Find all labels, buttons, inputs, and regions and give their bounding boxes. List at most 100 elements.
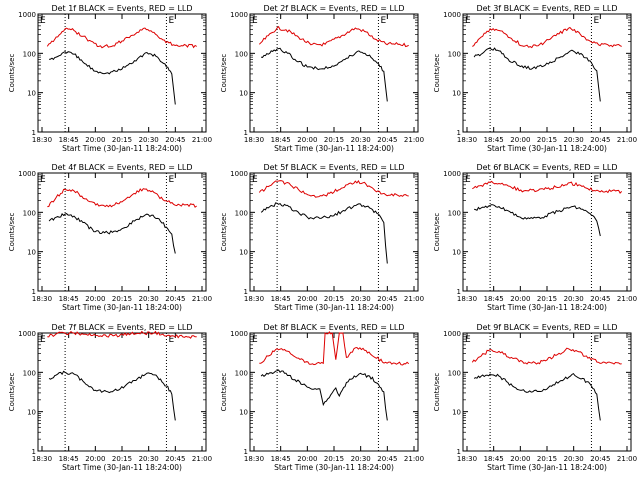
y-tick-label: 1 <box>457 129 461 137</box>
series-events-line <box>260 369 388 421</box>
x-axis-label: Start Time (30-Jan-11 18:24:00) <box>274 144 394 153</box>
x-tick-label: 20:30 <box>351 455 371 463</box>
x-axis-label: Start Time (30-Jan-11 18:24:00) <box>62 144 182 153</box>
y-tick-label: 1 <box>457 448 461 456</box>
x-tick-label: 20:45 <box>590 295 610 303</box>
x-tick-label: 18:45 <box>59 455 79 463</box>
x-axis-label: Start Time (30-Jan-11 18:24:00) <box>487 303 607 312</box>
y-tick-label: 10 <box>452 90 461 98</box>
series-events-line <box>48 213 176 254</box>
x-axis-label: Start Time (30-Jan-11 18:24:00) <box>274 303 394 312</box>
y-tick-label: 1000 <box>230 330 248 338</box>
e-marker-right: E <box>168 335 174 345</box>
e-marker-left: E <box>465 335 471 345</box>
x-tick-label: 18:45 <box>271 455 291 463</box>
y-axis-label: Counts/sec <box>8 54 16 93</box>
e-marker-left: E <box>40 335 46 345</box>
x-tick-label: 18:45 <box>484 136 504 144</box>
x-tick-label: 18:30 <box>32 295 52 303</box>
panel-det-3: Det 3f BLACK = Events, RED = LLD E E 1 10 100… <box>433 4 637 153</box>
x-tick-label: 20:30 <box>139 455 159 463</box>
x-tick-label: 20:00 <box>297 295 317 303</box>
y-tick-label: 10 <box>27 249 36 257</box>
x-tick-label: 20:45 <box>165 455 185 463</box>
y-tick-label: 10 <box>239 409 248 417</box>
panel-det-7: Det 7f BLACK = Events, RED = LLD E E 1 10 100… <box>8 323 212 472</box>
x-tick-label: 20:00 <box>85 455 105 463</box>
x-tick-label: 20:00 <box>510 455 530 463</box>
series-events-line <box>473 204 601 237</box>
chart-title: Det 7f BLACK = Events, RED = LLD <box>51 323 192 332</box>
x-tick-label: 20:15 <box>537 455 557 463</box>
series-events-line <box>48 51 176 105</box>
y-axis-label: Counts/sec <box>220 213 228 252</box>
y-axis-label: Counts/sec <box>8 213 16 252</box>
x-tick-label: 20:15 <box>112 455 132 463</box>
x-tick-label: 20:15 <box>537 295 557 303</box>
chart-title: Det 6f BLACK = Events, RED = LLD <box>476 163 617 172</box>
y-tick-label: 10 <box>452 409 461 417</box>
chart-title: Det 3f BLACK = Events, RED = LLD <box>476 4 617 13</box>
plot-frame <box>462 172 632 292</box>
plot-frame <box>249 13 419 133</box>
x-tick-label: 21:00 <box>404 295 424 303</box>
series-lld-line <box>472 26 622 49</box>
chart-title: Det 4f BLACK = Events, RED = LLD <box>51 163 192 172</box>
x-tick-label: 20:15 <box>112 136 132 144</box>
x-tick-label: 20:45 <box>377 136 397 144</box>
x-tick-label: 18:45 <box>271 136 291 144</box>
y-axis-label: Counts/sec <box>433 213 441 252</box>
y-tick-label: 1 <box>32 448 36 456</box>
series-lld-line <box>47 330 197 339</box>
y-tick-label: 1000 <box>18 330 36 338</box>
x-tick-label: 20:15 <box>537 136 557 144</box>
x-tick-label: 18:30 <box>457 455 477 463</box>
chart-title: Det 1f BLACK = Events, RED = LLD <box>51 4 192 13</box>
panel-det-2: Det 2f BLACK = Events, RED = LLD E E 1 10 100… <box>220 4 424 153</box>
x-tick-label: 20:00 <box>85 136 105 144</box>
x-tick-label: 20:30 <box>564 455 584 463</box>
panel-det-8: Det 8f BLACK = Events, RED = LLD E E 1 10 100… <box>220 323 424 472</box>
y-tick-label: 10 <box>239 90 248 98</box>
y-tick-label: 1000 <box>18 170 36 178</box>
series-lld-line <box>258 25 409 48</box>
y-tick-label: 100 <box>235 50 248 58</box>
series-events-line <box>48 370 176 421</box>
series-lld-line <box>259 331 410 366</box>
x-axis-label: Start Time (30-Jan-11 18:24:00) <box>487 144 607 153</box>
panel-det-1: Det 1f BLACK = Events, RED = LLD E E 1 10 100… <box>8 4 212 153</box>
e-marker-left: E <box>252 335 258 345</box>
y-tick-label: 10 <box>27 409 36 417</box>
y-tick-label: 100 <box>448 50 461 58</box>
x-tick-label: 20:45 <box>377 295 397 303</box>
y-axis-label: Counts/sec <box>220 54 228 93</box>
x-tick-label: 21:00 <box>192 295 212 303</box>
x-tick-label: 20:30 <box>139 295 159 303</box>
y-tick-label: 1000 <box>230 11 248 19</box>
y-tick-label: 1000 <box>230 170 248 178</box>
x-tick-label: 18:30 <box>457 136 477 144</box>
y-tick-label: 1 <box>32 288 36 296</box>
x-tick-label: 21:00 <box>192 455 212 463</box>
chart-title: Det 5f BLACK = Events, RED = LLD <box>263 163 404 172</box>
e-marker-left: E <box>40 16 46 26</box>
e-marker-left: E <box>40 175 46 185</box>
x-tick-label: 18:45 <box>271 295 291 303</box>
x-tick-label: 20:30 <box>351 295 371 303</box>
x-tick-label: 20:15 <box>324 136 344 144</box>
y-tick-label: 1000 <box>443 170 461 178</box>
y-tick-label: 1 <box>457 288 461 296</box>
y-tick-label: 1000 <box>18 11 36 19</box>
x-tick-label: 18:45 <box>59 136 79 144</box>
y-tick-label: 10 <box>239 249 248 257</box>
y-axis-label: Counts/sec <box>433 54 441 93</box>
plot-frame <box>37 332 207 452</box>
y-tick-label: 1000 <box>443 330 461 338</box>
y-tick-label: 1 <box>244 288 248 296</box>
y-axis-label: Counts/sec <box>8 373 16 412</box>
x-tick-label: 21:00 <box>404 455 424 463</box>
x-tick-label: 20:15 <box>112 295 132 303</box>
e-marker-right: E <box>593 175 599 185</box>
series-lld-line <box>46 27 197 49</box>
